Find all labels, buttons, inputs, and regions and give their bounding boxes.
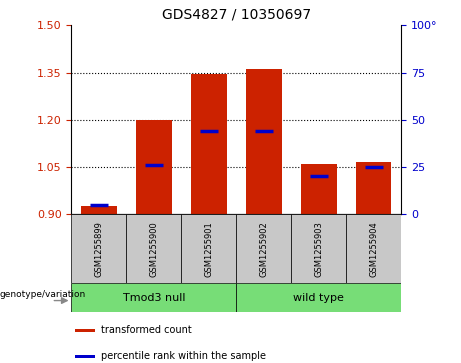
- Bar: [81, 206, 117, 214]
- Text: GSM1255904: GSM1255904: [369, 221, 378, 277]
- Bar: [126, 214, 181, 283]
- Bar: [246, 69, 282, 214]
- Bar: [75, 329, 95, 332]
- Bar: [71, 214, 126, 283]
- Text: GSM1255901: GSM1255901: [204, 221, 213, 277]
- Bar: [191, 74, 227, 214]
- Text: GSM1255899: GSM1255899: [95, 221, 103, 277]
- Text: GSM1255903: GSM1255903: [314, 221, 323, 277]
- Bar: [71, 283, 236, 312]
- Text: GSM1255902: GSM1255902: [259, 221, 268, 277]
- Bar: [291, 214, 346, 283]
- Bar: [236, 214, 291, 283]
- Bar: [136, 120, 171, 214]
- Text: GSM1255900: GSM1255900: [149, 221, 159, 277]
- Title: GDS4827 / 10350697: GDS4827 / 10350697: [162, 8, 311, 21]
- Text: Tmod3 null: Tmod3 null: [123, 293, 185, 303]
- Bar: [236, 283, 401, 312]
- Text: wild type: wild type: [293, 293, 344, 303]
- Text: percentile rank within the sample: percentile rank within the sample: [101, 351, 266, 362]
- Bar: [181, 214, 236, 283]
- Bar: [75, 355, 95, 358]
- Text: transformed count: transformed count: [101, 325, 192, 335]
- Bar: [346, 214, 401, 283]
- Bar: [301, 164, 337, 214]
- Bar: [356, 162, 391, 214]
- Text: genotype/variation: genotype/variation: [0, 290, 86, 299]
